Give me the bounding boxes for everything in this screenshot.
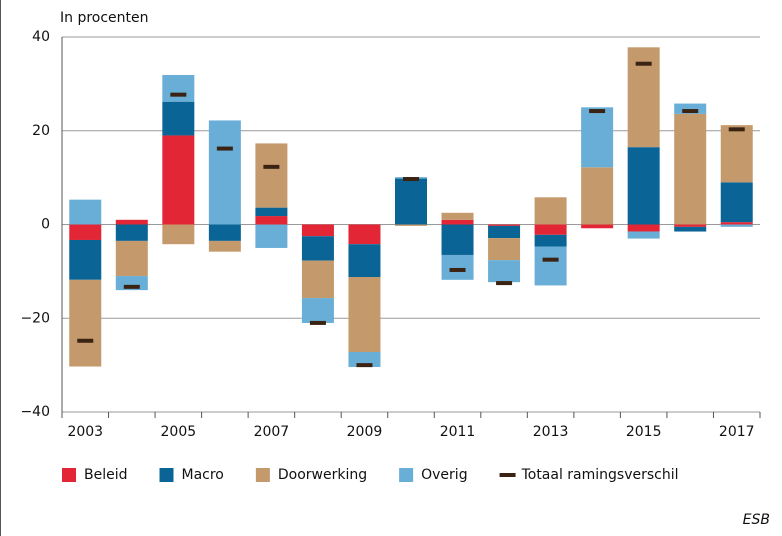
legend-label: Macro: [182, 467, 224, 483]
y-tick-label: 40: [32, 29, 50, 45]
bar-segment: [162, 101, 195, 136]
legend-label: Totaal ramingsverschil: [521, 467, 679, 483]
total-marker: [356, 363, 373, 368]
total-marker: [309, 320, 326, 325]
y-tick-label: −40: [20, 404, 50, 420]
total-marker: [263, 164, 280, 169]
bar-segment: [395, 224, 427, 226]
bar-segment: [208, 224, 241, 241]
bar-segment: [69, 279, 102, 367]
total-marker: [635, 61, 652, 66]
total-marker: [496, 281, 513, 286]
bar-segment: [534, 246, 567, 286]
total-marker: [589, 109, 606, 114]
bar-segment: [115, 219, 148, 225]
bar-segment: [581, 167, 614, 225]
bar-segment: [69, 199, 102, 225]
legend-swatch: [62, 468, 76, 482]
bar-segment: [627, 147, 660, 225]
bar-segment: [720, 182, 753, 223]
total-marker: [682, 109, 699, 114]
total-marker: [728, 127, 745, 132]
bar-segment: [674, 103, 707, 114]
bar-segment: [581, 224, 614, 229]
bar-segment: [208, 120, 241, 225]
y-axis-label: In procenten: [60, 10, 149, 26]
bar-segment: [581, 107, 614, 168]
bar-segment: [69, 224, 102, 240]
bar-segment: [674, 113, 707, 225]
legend-label: Overig: [421, 467, 467, 483]
bar-segment: [488, 225, 521, 239]
x-tick-label: 2007: [254, 424, 290, 440]
bar-segment: [534, 234, 567, 247]
bar-segment: [162, 135, 195, 225]
bar-segment: [627, 231, 660, 239]
bar-segment: [674, 226, 707, 232]
bar-segment: [720, 222, 753, 225]
bar-segment: [255, 143, 288, 208]
bar-segment: [488, 260, 521, 283]
source: ESB: [743, 512, 770, 528]
bar-segment: [255, 207, 288, 217]
bar-segment: [720, 125, 753, 183]
bar-segment: [395, 178, 427, 225]
total-marker: [77, 338, 94, 343]
bar-segment: [301, 224, 334, 237]
total-marker: [403, 177, 419, 182]
bar-segment: [348, 244, 381, 277]
bar-segment: [348, 224, 381, 245]
bar-segment: [301, 260, 334, 299]
bar-segment: [255, 224, 288, 248]
y-tick-label: −20: [20, 310, 50, 326]
bar-segment: [348, 277, 381, 352]
bar-segment: [162, 74, 195, 102]
bar-segment: [627, 224, 660, 232]
x-tick-label: 2015: [626, 424, 662, 440]
bar-segment: [441, 254, 474, 280]
x-tick-label: 2017: [719, 424, 755, 440]
total-marker: [170, 92, 187, 97]
bar-segment: [488, 224, 521, 226]
legend-swatch: [399, 468, 414, 482]
x-tick-label: 2003: [67, 424, 103, 440]
bar-segment: [534, 224, 567, 235]
bar-segment: [301, 298, 334, 323]
x-tick-label: 2009: [347, 424, 383, 440]
x-tick-label: 2005: [161, 424, 197, 440]
bar-segment: [162, 224, 195, 245]
bar-segment: [115, 240, 148, 277]
legend-label: Beleid: [84, 467, 128, 483]
total-marker: [542, 257, 559, 262]
bar-segment: [69, 239, 102, 280]
total-marker: [216, 146, 233, 151]
bar-segment: [534, 197, 567, 225]
bar-segment: [488, 238, 521, 261]
x-tick-label: 2013: [533, 424, 569, 440]
total-marker: [449, 267, 466, 272]
total-marker: [123, 284, 140, 289]
bar-segment: [674, 224, 707, 227]
legend-swatch: [159, 468, 174, 482]
bar-segment: [720, 224, 753, 227]
bar-segment: [115, 224, 148, 241]
bar-segment: [441, 219, 474, 225]
y-tick-label: 0: [41, 217, 50, 233]
bar-segment: [255, 216, 288, 225]
y-tick-label: 20: [32, 123, 50, 139]
legend-swatch: [255, 468, 270, 482]
bar-segment: [441, 212, 474, 220]
bar-segment: [208, 240, 241, 252]
x-tick-label: 2011: [440, 424, 476, 440]
legend-label: Doorwerking: [278, 467, 367, 483]
bar-segment: [441, 224, 474, 255]
legend-swatch: [499, 473, 516, 477]
bar-segment: [301, 236, 334, 261]
